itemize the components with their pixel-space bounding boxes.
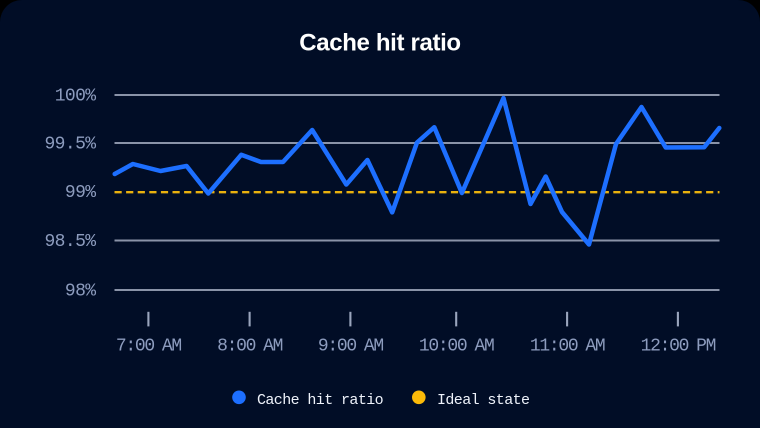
- svg-text:Ideal state: Ideal state: [437, 392, 530, 409]
- svg-text:99%: 99%: [65, 183, 96, 203]
- svg-text:98.5%: 98.5%: [44, 232, 96, 252]
- svg-text:9:00 AM: 9:00 AM: [318, 337, 384, 357]
- svg-text:98%: 98%: [65, 282, 96, 302]
- svg-text:11:00 AM: 11:00 AM: [530, 337, 605, 357]
- svg-text:8:00 AM: 8:00 AM: [217, 337, 283, 357]
- svg-text:10:00 AM: 10:00 AM: [419, 337, 494, 357]
- svg-text:Cache hit ratio: Cache hit ratio: [257, 392, 384, 409]
- svg-text:12:00 PM: 12:00 PM: [641, 337, 716, 357]
- svg-text:99.5%: 99.5%: [44, 135, 96, 155]
- svg-text:100%: 100%: [55, 87, 97, 107]
- svg-text:Cache hit ratio: Cache hit ratio: [299, 30, 460, 57]
- svg-text:7:00 AM: 7:00 AM: [116, 337, 182, 357]
